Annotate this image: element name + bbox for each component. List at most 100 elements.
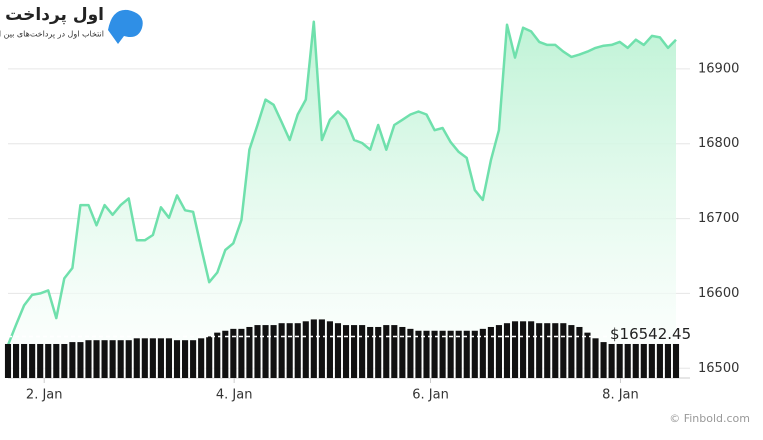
y-tick-label: 16900 — [698, 61, 739, 76]
x-tick-label: 4. Jan — [216, 388, 253, 403]
volume-bar — [399, 326, 406, 378]
volume-bar — [383, 325, 390, 378]
volume-bar — [206, 336, 213, 378]
volume-bar — [45, 343, 52, 378]
volume-bar — [165, 338, 173, 378]
volume-bar — [61, 343, 68, 378]
volume-bar — [342, 325, 350, 378]
volume-bar — [69, 342, 76, 378]
volume-bar — [415, 330, 422, 378]
volume-bar — [600, 342, 607, 378]
volume-bar — [12, 343, 20, 378]
volume-bar — [487, 326, 494, 378]
volume-bar — [439, 330, 446, 378]
logo-subtitle: انتخاب اول در پرداخت‌های بین المللی — [0, 30, 104, 39]
volume-bar — [471, 330, 478, 378]
logo-title: اول پرداخت — [5, 5, 104, 25]
volume-bar — [85, 340, 92, 378]
volume-bar — [4, 343, 12, 378]
volume-bar — [560, 323, 567, 378]
x-tick-label: 8. Jan — [602, 388, 639, 403]
volume-bar — [238, 328, 245, 378]
volume-bar — [447, 330, 454, 378]
volume-bar — [286, 323, 293, 378]
volume-bar — [302, 321, 309, 378]
volume-bar — [109, 340, 116, 378]
volume-bar — [198, 338, 205, 378]
price-line — [6, 20, 677, 346]
volume-bar — [608, 343, 615, 378]
volume-bar — [93, 340, 100, 378]
volume-bar — [568, 325, 575, 378]
volume-bar — [326, 321, 333, 378]
y-tick-label: 16500 — [698, 361, 739, 376]
volume-bar — [656, 343, 663, 378]
volume-bar — [648, 343, 655, 378]
volume-bar — [479, 328, 486, 378]
volume-bar — [351, 325, 358, 378]
volume-bar — [503, 323, 511, 378]
x-tick-label: 2. Jan — [26, 388, 63, 403]
volume-bar — [133, 338, 140, 378]
volume-bar — [334, 323, 342, 378]
volume-bar — [359, 325, 366, 378]
y-tick-label: 16600 — [698, 286, 739, 301]
volume-bar — [375, 326, 382, 378]
volume-bar — [672, 343, 680, 378]
volume-bar — [520, 321, 527, 378]
volume-bar — [536, 323, 543, 378]
volume-bar — [576, 326, 583, 378]
volume-bar — [117, 340, 124, 378]
volume-bar — [157, 338, 164, 378]
volume-bar — [29, 343, 36, 378]
volume-bar — [632, 343, 639, 378]
volume-bar — [431, 330, 438, 378]
volume-bar — [544, 323, 551, 378]
volume-bar — [391, 325, 398, 378]
credit: © Finbold.com — [669, 412, 750, 425]
volume-bar — [407, 328, 414, 378]
volume-bar — [278, 323, 285, 378]
x-tick-label: 6. Jan — [412, 388, 449, 403]
volume-bar — [495, 325, 502, 378]
y-tick-label: 16800 — [698, 136, 739, 151]
volume-bar — [584, 332, 591, 378]
volume-bar — [222, 330, 229, 378]
volume-bar — [254, 325, 261, 378]
volume-bar — [528, 321, 535, 378]
volume-bar — [173, 340, 181, 378]
volume-bar — [37, 343, 44, 378]
volume-bar — [552, 323, 559, 378]
volume-bar — [423, 330, 430, 378]
volume-bar — [640, 343, 647, 378]
volume-bar — [664, 343, 672, 378]
volume-bar — [101, 340, 108, 378]
volume-bar — [53, 343, 60, 378]
volume-bar — [624, 343, 631, 378]
area — [8, 21, 676, 378]
volume-bar — [270, 325, 277, 378]
volume-bar — [511, 321, 519, 378]
volume-bar — [246, 326, 253, 378]
volume-bar — [125, 340, 132, 378]
volume-bar — [463, 330, 470, 378]
volume-bar — [21, 343, 28, 378]
logo: اول پرداخت انتخاب اول در پرداخت‌های بین … — [0, 5, 143, 44]
volume-bar — [230, 328, 237, 378]
volume-bar — [190, 340, 197, 378]
logo-icon — [108, 9, 143, 44]
volume-bar — [310, 319, 317, 378]
volume-bar — [455, 330, 462, 378]
volume-bar — [149, 338, 156, 378]
volume-bar — [262, 325, 269, 378]
volume-bar — [592, 338, 599, 378]
volume-bar — [182, 340, 189, 378]
volume-bar — [141, 338, 148, 378]
last-price-label: $16542.45 — [610, 325, 691, 343]
volume-bar — [77, 342, 84, 378]
volume-bar — [214, 332, 221, 378]
volume-bar — [318, 319, 325, 378]
volume-bar — [616, 343, 623, 378]
volume-bar — [367, 326, 374, 378]
